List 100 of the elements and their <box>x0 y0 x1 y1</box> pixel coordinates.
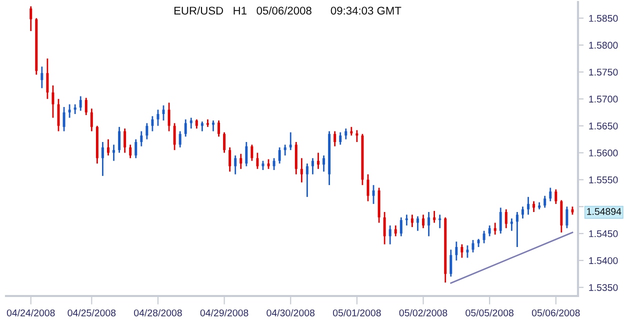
x-tick-label: 04/29/2008 <box>200 309 248 316</box>
candlestick <box>460 244 464 258</box>
candlestick <box>240 153 242 170</box>
candlestick <box>212 120 214 132</box>
candlestick <box>339 132 342 146</box>
candlestick <box>488 224 491 237</box>
candlestick <box>195 118 198 130</box>
candlestick <box>394 224 397 237</box>
candlestick <box>184 118 187 138</box>
candlestick <box>322 154 326 172</box>
candlestick <box>245 141 248 167</box>
candlestick <box>272 157 276 171</box>
x-tick-label: 04/30/2008 <box>266 309 315 316</box>
candlestick <box>262 160 264 171</box>
candlestick <box>450 248 452 278</box>
candlestick <box>455 240 458 262</box>
candlestick <box>466 244 469 258</box>
candlestick <box>178 130 182 148</box>
candlestick <box>190 117 192 130</box>
candlestick <box>267 158 270 170</box>
candlestick <box>84 97 88 116</box>
candlestick <box>234 154 237 176</box>
y-tick-label: 1.5800 <box>589 42 618 49</box>
candlestick <box>410 214 414 228</box>
y-tick-label: 1.5450 <box>589 230 618 238</box>
candlestick <box>40 66 44 89</box>
candlestick <box>129 144 132 159</box>
candlestick <box>516 211 518 248</box>
candlestick <box>223 132 226 154</box>
y-tick-label: 1.5600 <box>589 150 618 156</box>
candlestick <box>383 211 386 246</box>
candlestick <box>438 214 442 229</box>
candlestick <box>317 152 320 170</box>
candlestick <box>422 214 424 229</box>
y-tick-label: 1.5850 <box>589 14 618 22</box>
candlestick <box>544 195 546 208</box>
candlestick <box>124 128 126 154</box>
y-tick-label: 1.5550 <box>589 176 618 184</box>
candlestick <box>527 196 530 216</box>
text: 1.54894 <box>587 208 622 215</box>
candlestick <box>554 188 558 205</box>
candlestick <box>200 120 204 132</box>
candlestick <box>289 132 292 151</box>
y-tick-label: 1.5750 <box>589 68 618 76</box>
x-tick-label: 05/06/2008 <box>532 309 580 316</box>
x-tick-label: 04/24/2008 <box>6 309 55 316</box>
candlestick <box>549 187 552 202</box>
candlestick <box>68 104 71 118</box>
candlestick <box>300 157 303 184</box>
candlestick <box>79 96 82 112</box>
candlestick <box>510 218 513 232</box>
candlestick <box>90 108 93 132</box>
candlestick <box>284 144 286 156</box>
x-tick-label: 04/25/2008 <box>68 309 116 316</box>
candlestick <box>256 152 259 170</box>
y-tick-label: 1.5650 <box>589 122 618 130</box>
candlestick <box>151 115 154 132</box>
candlestick <box>46 58 49 100</box>
candlestick <box>228 146 232 172</box>
candlestick <box>344 128 348 140</box>
candlestick <box>428 211 430 237</box>
candlestick <box>62 106 66 132</box>
candlestick <box>334 130 336 148</box>
candlestick <box>311 157 314 176</box>
x-tick-label: 04/28/2008 <box>134 309 182 316</box>
candlestick <box>566 206 568 229</box>
candlestick <box>499 206 502 234</box>
candlestick <box>306 162 308 198</box>
candlestick <box>366 174 370 202</box>
candlestick <box>494 222 496 236</box>
candlestick <box>405 214 408 226</box>
candlestick <box>356 129 358 143</box>
y-tick-label: 1.5700 <box>589 96 618 103</box>
candlestick <box>400 216 402 237</box>
candlestick <box>173 122 176 151</box>
candlestick <box>156 108 160 127</box>
candlestick <box>118 126 121 154</box>
candlestick <box>52 84 54 118</box>
candlestick <box>146 122 148 140</box>
candlestick <box>372 184 375 205</box>
candlestick <box>30 6 32 32</box>
candlestick <box>250 144 254 162</box>
x-tick-label: 05/01/2008 <box>332 309 381 316</box>
chart-title: EUR/USD H1 05/06/2008 09:34:03 GMT <box>174 6 402 15</box>
candlestick <box>521 206 524 220</box>
candlestick <box>278 146 281 164</box>
candlestick <box>112 144 116 162</box>
x-tick-label: 05/02/2008 <box>399 309 448 316</box>
candlestick <box>504 208 508 229</box>
y-tick-label: 1.5350 <box>589 284 618 292</box>
candlestick <box>74 104 76 115</box>
candlestick <box>218 120 220 138</box>
candlestick <box>388 224 392 246</box>
candlestick <box>433 210 436 224</box>
candlestick <box>134 138 138 159</box>
candlestick <box>101 141 104 177</box>
candlestick <box>532 200 536 213</box>
y-tick-label: 1.5400 <box>589 257 618 264</box>
candlestick <box>416 216 419 232</box>
candlestick <box>168 102 170 132</box>
